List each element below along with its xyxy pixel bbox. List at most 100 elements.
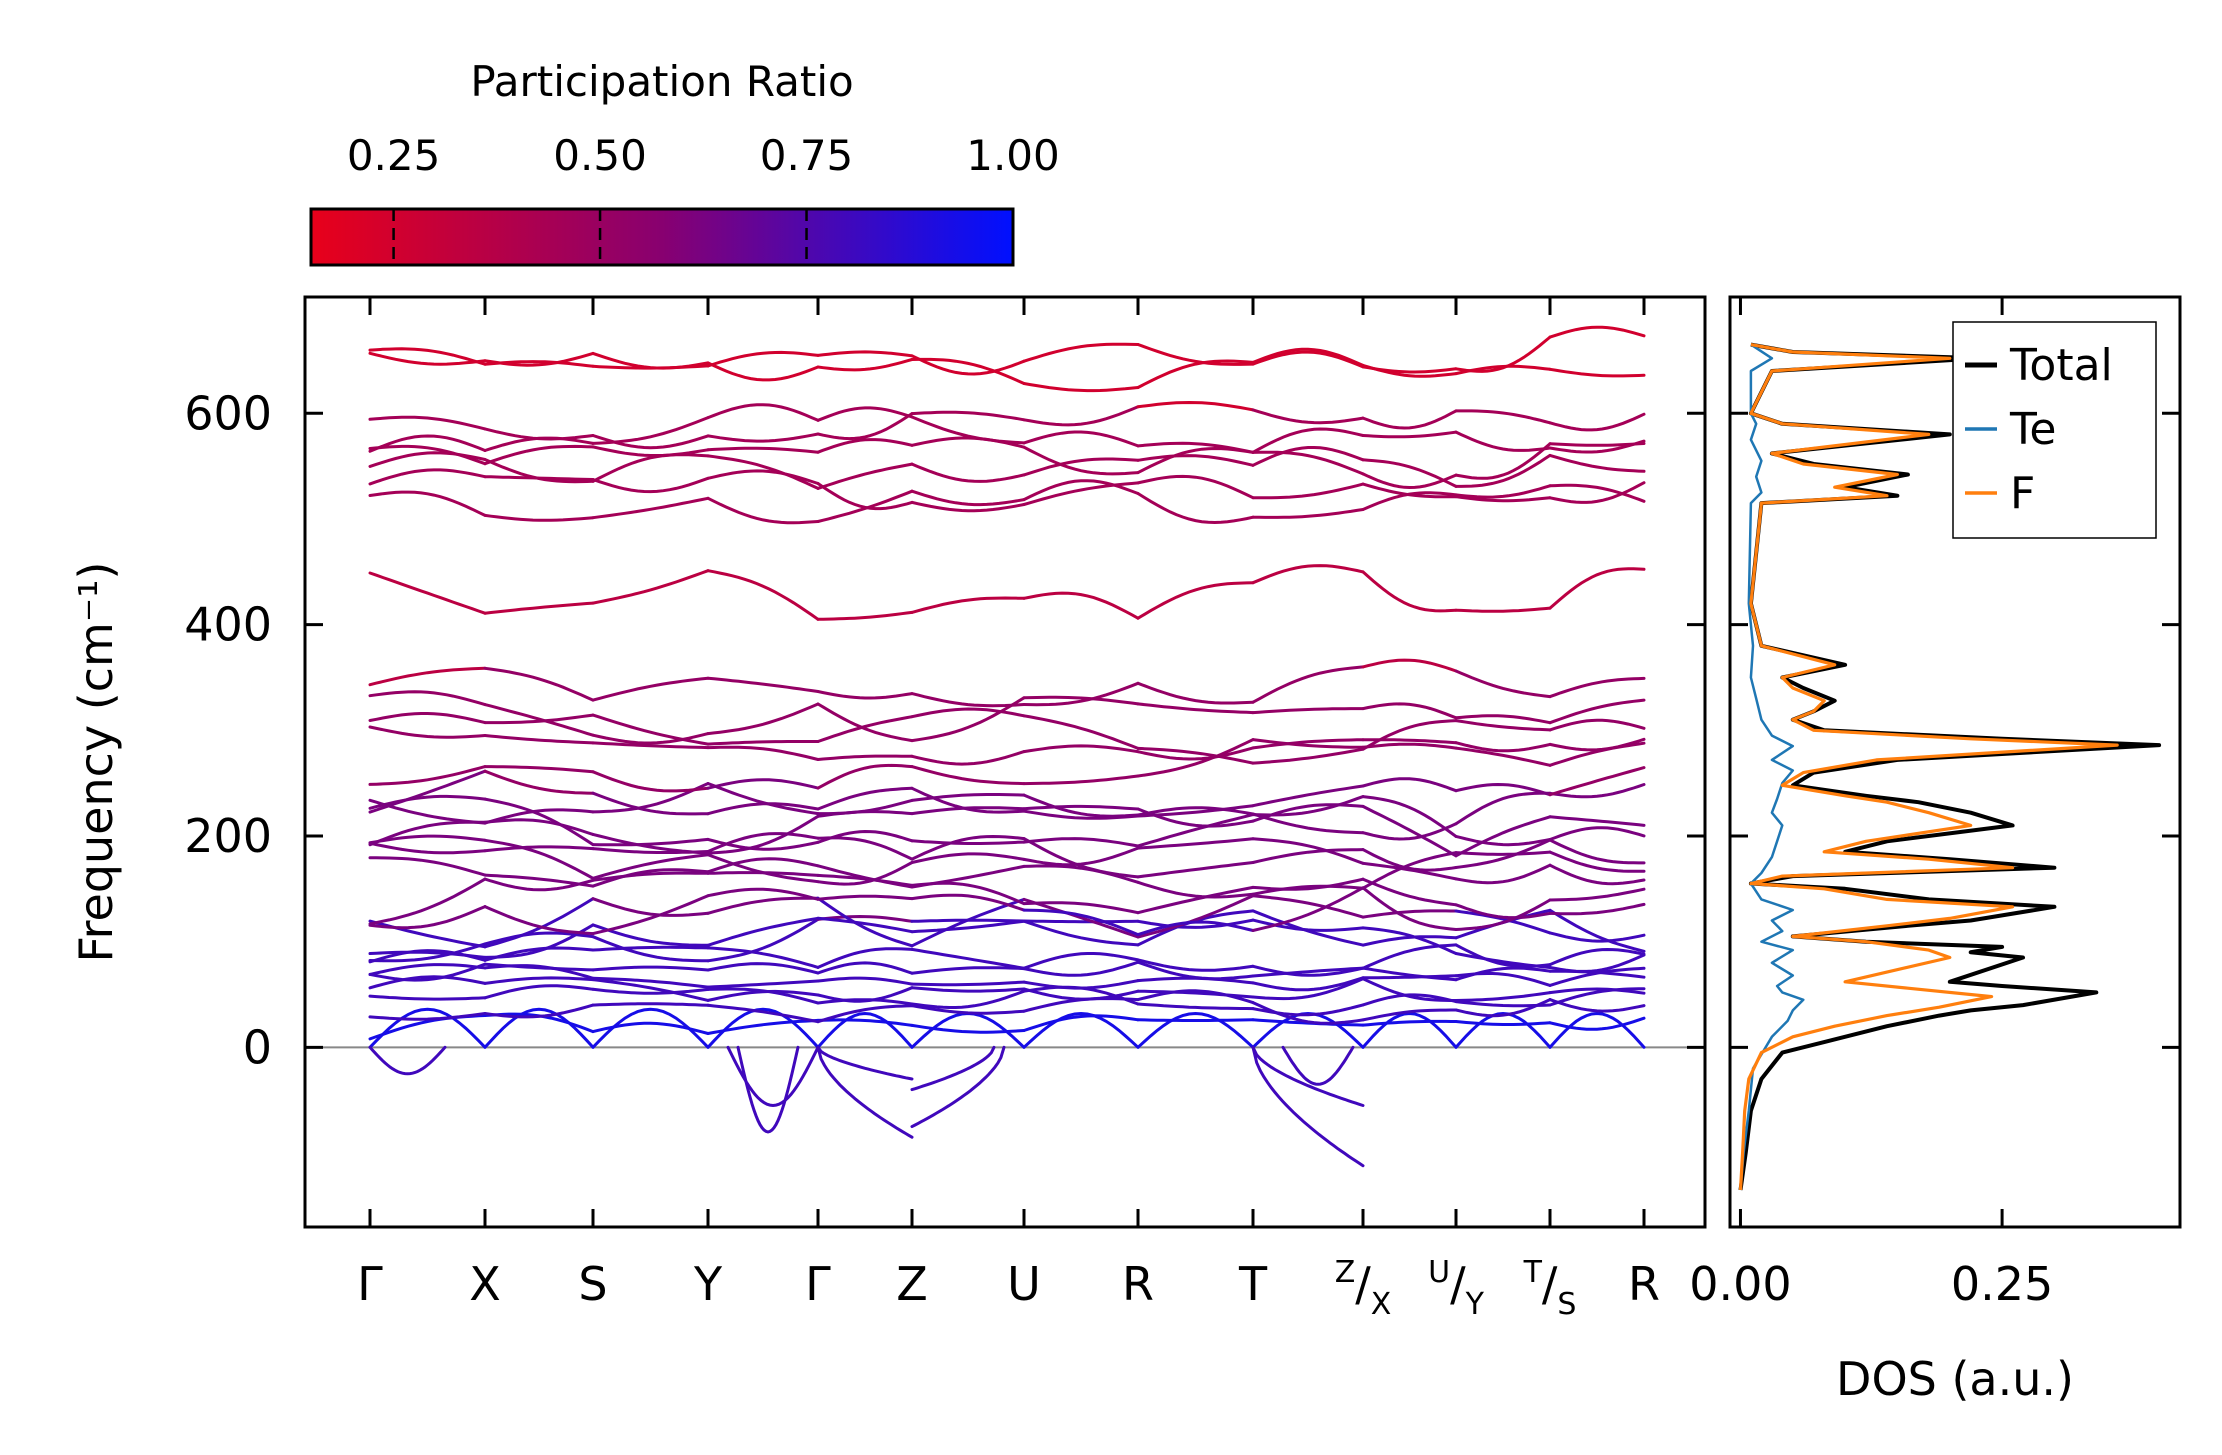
phonon-band bbox=[1548, 1016, 1646, 1031]
phonon-band bbox=[1251, 977, 1365, 1001]
phonon-band bbox=[1022, 864, 1140, 884]
phonon-bands bbox=[368, 325, 1646, 1168]
phonon-band bbox=[1361, 795, 1458, 838]
imaginary-mode bbox=[726, 1045, 820, 1108]
phonon-band bbox=[368, 942, 487, 963]
imaginary-mode bbox=[368, 1045, 447, 1076]
phonon-band bbox=[368, 444, 487, 466]
phonon-band bbox=[910, 354, 1026, 376]
phonon-band bbox=[483, 734, 595, 745]
phonon-band bbox=[1361, 658, 1458, 673]
legend-label-f: F bbox=[2010, 468, 2035, 519]
phonon-band bbox=[706, 946, 820, 969]
kpoint-label: T/S bbox=[1523, 1255, 1577, 1322]
phonon-band bbox=[1548, 325, 1646, 339]
phonon-band bbox=[483, 897, 595, 949]
phonon-band bbox=[910, 980, 1026, 987]
phonon-band bbox=[591, 732, 710, 745]
dos-x-ticks: 0.00 0.25 bbox=[1689, 297, 2053, 1311]
phonon-band bbox=[1022, 960, 1140, 977]
phonon-band bbox=[1361, 365, 1458, 374]
phonon-band bbox=[1251, 1011, 1365, 1049]
phonon-band bbox=[706, 853, 820, 884]
phonon-band bbox=[1022, 908, 1140, 937]
phonon-band bbox=[483, 808, 595, 825]
phonon-band bbox=[910, 989, 1026, 1009]
phonon-band bbox=[1136, 738, 1255, 778]
kpoint-label: U bbox=[1007, 1257, 1041, 1311]
phonon-band bbox=[368, 415, 487, 431]
phonon-band bbox=[816, 864, 914, 889]
phonon-band bbox=[368, 877, 487, 926]
phonon-band bbox=[1136, 746, 1255, 761]
phonon-band bbox=[1251, 738, 1365, 750]
phonon-band bbox=[1548, 483, 1646, 503]
phonon-band bbox=[591, 445, 710, 457]
phonon-band bbox=[1548, 863, 1646, 886]
legend: Total Te F bbox=[1952, 321, 2157, 539]
phonon-band bbox=[1251, 347, 1365, 367]
phonon-band bbox=[1022, 591, 1140, 620]
phonon-band bbox=[483, 797, 595, 847]
phonon-band bbox=[483, 984, 595, 1000]
phonon-band bbox=[910, 500, 1026, 513]
phonon-band bbox=[1022, 457, 1140, 477]
phonon-band bbox=[591, 1002, 710, 1007]
phonon-band bbox=[483, 877, 595, 892]
dos-line-f bbox=[1738, 343, 2119, 1191]
phonon-band bbox=[368, 434, 487, 453]
phonon-band bbox=[1548, 567, 1646, 610]
phonon-band bbox=[368, 690, 487, 707]
phonon-band bbox=[483, 458, 595, 484]
phonon-band bbox=[591, 945, 710, 952]
legend-label-te: Te bbox=[2009, 404, 2056, 455]
phonon-band bbox=[910, 986, 1026, 993]
phonon-band bbox=[706, 837, 820, 851]
phonon-band bbox=[1022, 695, 1140, 706]
phonon-band bbox=[816, 462, 914, 490]
phonon-band bbox=[1022, 979, 1140, 990]
phonon-band bbox=[1022, 405, 1140, 427]
y-tick-label: 400 bbox=[184, 598, 272, 652]
phonon-band bbox=[1251, 884, 1365, 896]
phonon-band bbox=[591, 713, 710, 746]
phonon-band bbox=[368, 351, 487, 366]
colorbar-tick-label: 0.50 bbox=[553, 131, 647, 180]
phonon-band bbox=[368, 841, 487, 855]
phonon-band bbox=[591, 853, 710, 880]
phonon-band bbox=[816, 763, 914, 790]
phonon-band bbox=[1251, 446, 1365, 467]
phonon-band bbox=[1361, 702, 1458, 720]
phonon-band bbox=[1136, 492, 1255, 525]
phonon-band bbox=[591, 894, 710, 936]
phonon-band bbox=[706, 857, 820, 874]
imaginary-mode bbox=[910, 1045, 996, 1092]
phonon-band bbox=[816, 350, 914, 358]
phonon-band bbox=[1548, 367, 1646, 378]
phonon-band bbox=[483, 360, 595, 368]
phonon-band bbox=[1136, 920, 1255, 937]
phonon-band bbox=[1361, 804, 1458, 858]
phonon-band bbox=[1251, 795, 1365, 817]
phonon-band bbox=[1022, 714, 1140, 750]
phonon-band bbox=[1251, 450, 1365, 476]
phonon-band bbox=[1548, 947, 1646, 967]
phonon-band bbox=[1251, 508, 1365, 519]
phonon-band bbox=[706, 778, 820, 790]
dos-x-tick-label: 0.00 bbox=[1689, 1257, 1791, 1311]
phonon-band bbox=[591, 935, 710, 963]
phonon-band bbox=[1251, 976, 1365, 992]
phonon-band bbox=[1251, 848, 1365, 864]
phonon-band bbox=[1136, 441, 1255, 454]
phonon-band bbox=[483, 769, 595, 795]
phonon-band bbox=[1361, 966, 1458, 982]
colorbar-title: Participation Ratio bbox=[470, 57, 853, 106]
phonon-band bbox=[706, 702, 820, 736]
phonon-band bbox=[816, 976, 914, 986]
phonon-band bbox=[591, 987, 710, 995]
phonon-band bbox=[1454, 898, 1552, 931]
dos-y-ticks bbox=[1730, 411, 2180, 1049]
phonon-band bbox=[1454, 409, 1552, 425]
phonon-band bbox=[1251, 837, 1365, 865]
kpoint-label: R bbox=[1122, 1257, 1154, 1311]
